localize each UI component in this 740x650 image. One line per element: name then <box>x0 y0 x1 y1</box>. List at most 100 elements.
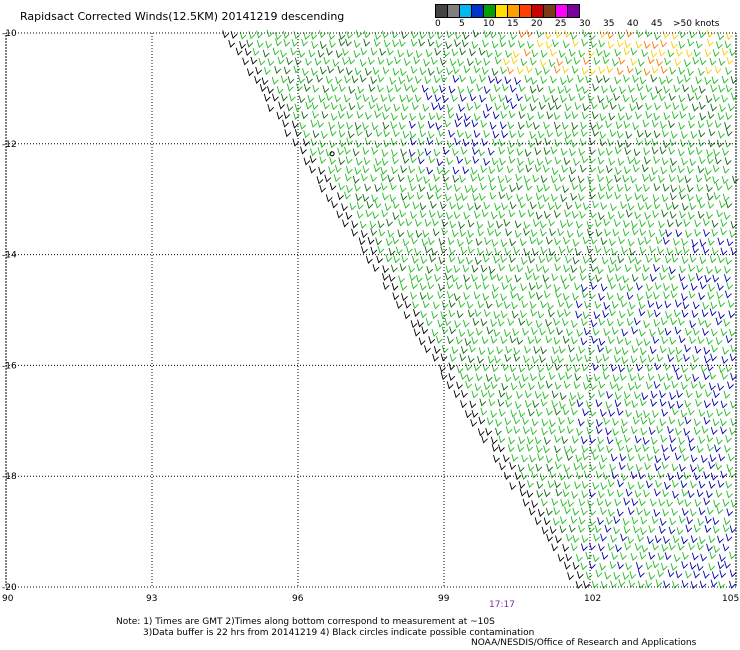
wind-barb <box>480 389 488 398</box>
wind-barb <box>515 173 523 182</box>
wind-barb <box>441 219 449 228</box>
wind-barb <box>473 363 481 372</box>
wind-barb <box>356 210 364 219</box>
wind-barb <box>448 254 456 263</box>
wind-barb <box>235 47 243 56</box>
wind-barb <box>629 247 636 256</box>
wind-barb <box>483 58 491 67</box>
wind-barb <box>720 219 728 228</box>
wind-barb <box>729 230 737 239</box>
wind-barb <box>714 156 722 165</box>
wind-barb <box>491 239 499 248</box>
wind-barb <box>502 454 510 463</box>
wind-barb <box>527 336 535 345</box>
wind-barb <box>618 364 625 373</box>
wind-barb <box>578 148 586 157</box>
wind-barb <box>623 391 631 400</box>
wind-barb <box>717 535 724 544</box>
wind-barb <box>477 300 485 309</box>
wind-barb <box>308 49 316 58</box>
wind-barb <box>711 76 719 85</box>
wind-barb <box>497 318 505 327</box>
wind-barb <box>593 311 601 320</box>
wind-barb <box>716 209 724 218</box>
wind-barb <box>641 194 649 203</box>
wind-barb <box>408 265 416 274</box>
wind-barb <box>496 220 503 229</box>
wind-barb <box>368 84 376 93</box>
wind-barb <box>538 373 546 382</box>
wind-barb <box>464 338 472 347</box>
wind-barb <box>707 111 715 120</box>
wind-barb <box>540 49 548 58</box>
wind-barb <box>485 248 493 257</box>
wind-barb <box>512 373 520 382</box>
wind-barb <box>669 392 677 401</box>
wind-barb <box>399 94 407 103</box>
wind-barb <box>618 236 625 245</box>
wind-barb <box>719 104 727 113</box>
wind-barb <box>689 254 697 263</box>
wind-barb <box>453 184 461 193</box>
wind-barb <box>586 245 594 254</box>
wind-barb <box>647 300 655 309</box>
wind-barb <box>689 320 697 329</box>
wind-barb <box>615 273 622 282</box>
wind-barb <box>702 570 710 579</box>
wind-barb <box>710 103 718 112</box>
wind-barb <box>442 146 450 155</box>
wind-barb <box>558 416 566 425</box>
wind-barb <box>398 275 405 284</box>
wind-barb <box>528 507 536 516</box>
wind-barb <box>371 146 379 155</box>
wind-barb <box>678 273 686 282</box>
wind-barb <box>391 30 399 39</box>
wind-barb <box>571 210 579 219</box>
wind-barb <box>548 372 556 381</box>
wind-barb <box>715 317 723 326</box>
time-label: 17:17 <box>489 600 515 610</box>
wind-barb <box>283 66 291 75</box>
wind-barb <box>422 229 430 238</box>
wind-barb <box>435 137 443 146</box>
wind-barb <box>576 329 584 338</box>
wind-barb <box>570 192 578 201</box>
wind-barb <box>690 130 698 139</box>
wind-barb <box>554 445 561 454</box>
wind-barb <box>516 264 524 273</box>
wind-barb <box>697 165 705 174</box>
wind-barb <box>722 193 730 202</box>
wind-barb <box>495 76 502 85</box>
wind-barb <box>659 76 666 85</box>
wind-barb <box>643 508 651 517</box>
wind-barb <box>417 156 425 165</box>
wind-barb <box>303 157 311 166</box>
wind-barb <box>500 111 508 120</box>
wind-barb <box>662 236 670 245</box>
wind-barb <box>568 524 576 533</box>
wind-barb <box>598 461 606 470</box>
wind-barb <box>343 94 351 103</box>
wind-barb <box>701 309 709 318</box>
wind-barb <box>518 409 526 418</box>
wind-barb <box>286 57 293 66</box>
wind-barb <box>401 31 408 40</box>
wind-barb <box>698 317 705 326</box>
wind-barb <box>668 347 676 356</box>
wind-barb <box>509 283 517 292</box>
wind-barb <box>317 147 325 156</box>
wind-barb <box>342 48 349 57</box>
wind-barb <box>671 479 679 488</box>
wind-barb <box>563 380 571 389</box>
wind-barb <box>498 32 506 41</box>
wind-barb <box>636 83 644 92</box>
wind-barb <box>509 335 517 344</box>
wind-barb <box>325 148 333 157</box>
wind-barb <box>646 536 654 545</box>
wind-barb <box>624 40 632 49</box>
wind-barb <box>690 381 698 390</box>
wind-barb <box>424 148 432 157</box>
wind-barb <box>697 464 704 473</box>
wind-barb <box>547 202 555 211</box>
wind-barb <box>522 416 529 425</box>
